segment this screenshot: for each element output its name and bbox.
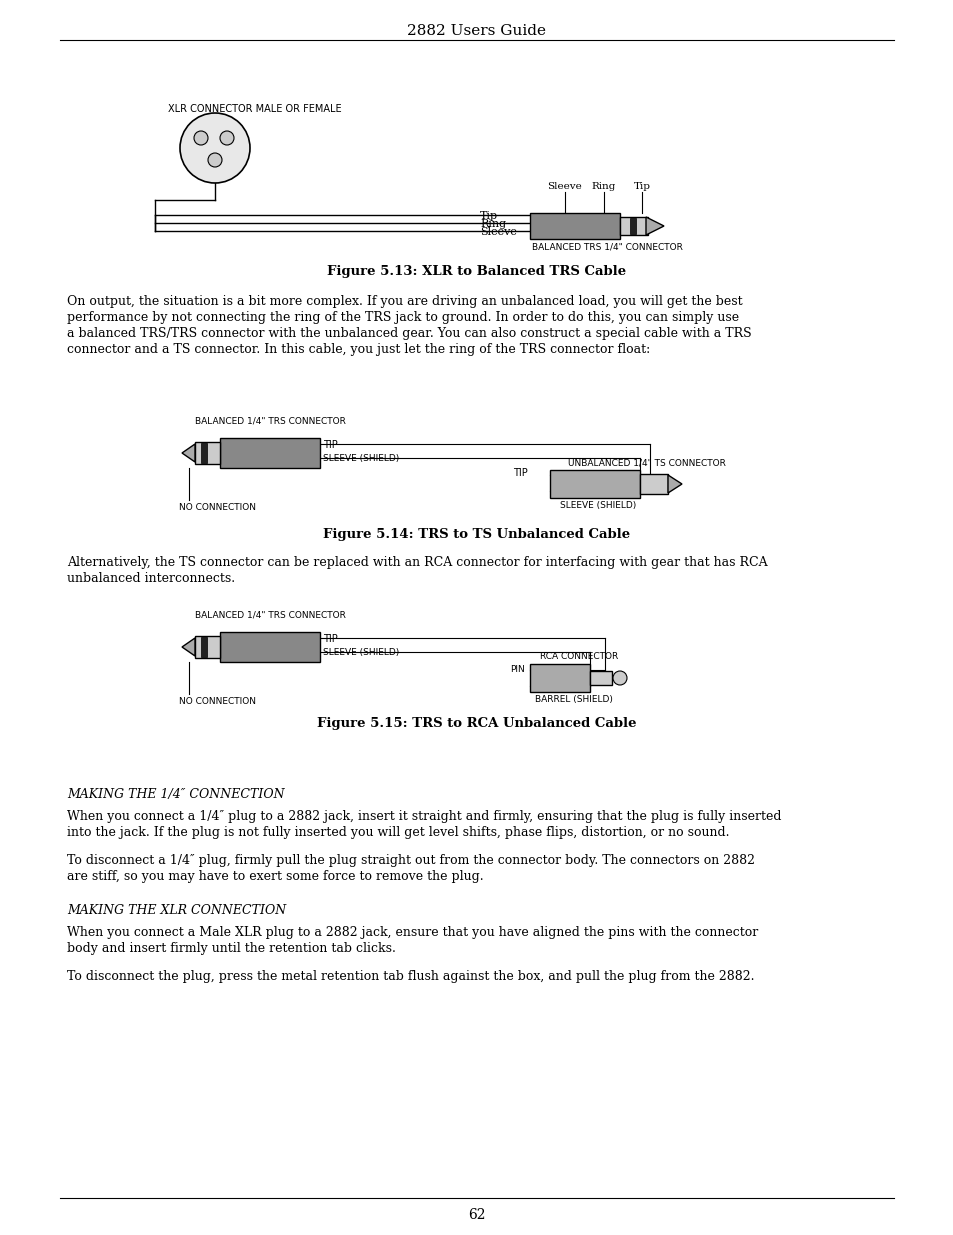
- Text: 2: 2: [224, 132, 230, 142]
- Circle shape: [613, 671, 626, 685]
- Text: UNBALANCED 1/4" TS CONNECTOR: UNBALANCED 1/4" TS CONNECTOR: [567, 458, 725, 467]
- Text: SLEEVE (SHIELD): SLEEVE (SHIELD): [323, 648, 399, 657]
- Text: 1: 1: [197, 132, 204, 142]
- Text: BARREL (SHIELD): BARREL (SHIELD): [535, 695, 612, 704]
- Text: On output, the situation is a bit more complex. If you are driving an unbalanced: On output, the situation is a bit more c…: [67, 295, 741, 308]
- Text: To disconnect a 1/4″ plug, firmly pull the plug straight out from the connector : To disconnect a 1/4″ plug, firmly pull t…: [67, 853, 754, 867]
- Text: unbalanced interconnects.: unbalanced interconnects.: [67, 572, 234, 585]
- Text: NO CONNECTION: NO CONNECTION: [179, 697, 255, 706]
- Circle shape: [193, 131, 208, 144]
- Text: NO CONNECTION: NO CONNECTION: [179, 503, 255, 513]
- Text: a balanced TRS/TRS connector with the unbalanced gear. You can also construct a : a balanced TRS/TRS connector with the un…: [67, 327, 751, 340]
- Bar: [589, 671, 612, 685]
- Text: MAKING THE 1/4″ CONNECTION: MAKING THE 1/4″ CONNECTION: [67, 788, 284, 802]
- Bar: [639, 474, 667, 494]
- Text: Ring: Ring: [591, 182, 616, 191]
- Text: are stiff, so you may have to exert some force to remove the plug.: are stiff, so you may have to exert some…: [67, 869, 483, 883]
- Bar: [220, 438, 319, 468]
- Text: TIP: TIP: [323, 440, 337, 450]
- Bar: [619, 217, 647, 235]
- Bar: [530, 212, 619, 240]
- Text: connector and a TS connector. In this cable, you just let the ring of the TRS co: connector and a TS connector. In this ca…: [67, 343, 650, 356]
- Text: 3: 3: [212, 154, 218, 164]
- Bar: [550, 471, 639, 498]
- Text: TIP: TIP: [513, 468, 527, 478]
- Text: Tip: Tip: [633, 182, 650, 191]
- Text: TIP: TIP: [323, 634, 337, 643]
- Text: Figure 5.14: TRS to TS Unbalanced Cable: Figure 5.14: TRS to TS Unbalanced Cable: [323, 529, 630, 541]
- Text: Figure 5.13: XLR to Balanced TRS Cable: Figure 5.13: XLR to Balanced TRS Cable: [327, 266, 626, 278]
- Bar: [194, 442, 220, 464]
- Bar: [201, 443, 207, 463]
- Text: BALANCED 1/4" TRS CONNECTOR: BALANCED 1/4" TRS CONNECTOR: [194, 417, 345, 426]
- Bar: [194, 636, 220, 658]
- Text: XLR CONNECTOR MALE OR FEMALE: XLR CONNECTOR MALE OR FEMALE: [168, 104, 341, 114]
- Bar: [629, 219, 636, 233]
- Text: Figure 5.15: TRS to RCA Unbalanced Cable: Figure 5.15: TRS to RCA Unbalanced Cable: [317, 718, 636, 730]
- Polygon shape: [667, 475, 681, 493]
- Text: To disconnect the plug, press the metal retention tab flush against the box, and: To disconnect the plug, press the metal …: [67, 969, 754, 983]
- Text: SLEEVE (SHIELD): SLEEVE (SHIELD): [559, 501, 636, 510]
- Bar: [201, 637, 207, 657]
- Text: BALANCED 1/4" TRS CONNECTOR: BALANCED 1/4" TRS CONNECTOR: [194, 611, 345, 620]
- Polygon shape: [182, 445, 194, 462]
- Text: Sleeve: Sleeve: [547, 182, 581, 191]
- Text: body and insert firmly until the retention tab clicks.: body and insert firmly until the retenti…: [67, 942, 395, 955]
- Polygon shape: [182, 638, 194, 656]
- Text: 62: 62: [468, 1208, 485, 1221]
- Text: performance by not connecting the ring of the TRS jack to ground. In order to do: performance by not connecting the ring o…: [67, 311, 739, 324]
- Text: Sleeve: Sleeve: [479, 227, 517, 237]
- Bar: [530, 664, 589, 692]
- Text: When you connect a Male XLR plug to a 2882 jack, ensure that you have aligned th: When you connect a Male XLR plug to a 28…: [67, 926, 758, 939]
- Text: into the jack. If the plug is not fully inserted you will get level shifts, phas: into the jack. If the plug is not fully …: [67, 826, 729, 839]
- Bar: [220, 632, 319, 662]
- Text: Tip: Tip: [479, 211, 497, 221]
- Circle shape: [208, 153, 222, 167]
- Text: PIN: PIN: [510, 664, 524, 673]
- Circle shape: [220, 131, 233, 144]
- Text: SLEEVE (SHIELD): SLEEVE (SHIELD): [323, 454, 399, 463]
- Circle shape: [180, 112, 250, 183]
- Text: Alternatively, the TS connector can be replaced with an RCA connector for interf: Alternatively, the TS connector can be r…: [67, 556, 767, 569]
- Text: When you connect a 1/4″ plug to a 2882 jack, insert it straight and firmly, ensu: When you connect a 1/4″ plug to a 2882 j…: [67, 810, 781, 823]
- Text: BALANCED TRS 1/4" CONNECTOR: BALANCED TRS 1/4" CONNECTOR: [532, 242, 682, 251]
- Polygon shape: [645, 217, 663, 235]
- Text: 2882 Users Guide: 2882 Users Guide: [407, 23, 546, 38]
- Text: RCA CONNECTOR: RCA CONNECTOR: [539, 652, 618, 661]
- Text: Ring: Ring: [479, 219, 506, 228]
- Text: MAKING THE XLR CONNECTION: MAKING THE XLR CONNECTION: [67, 904, 286, 918]
